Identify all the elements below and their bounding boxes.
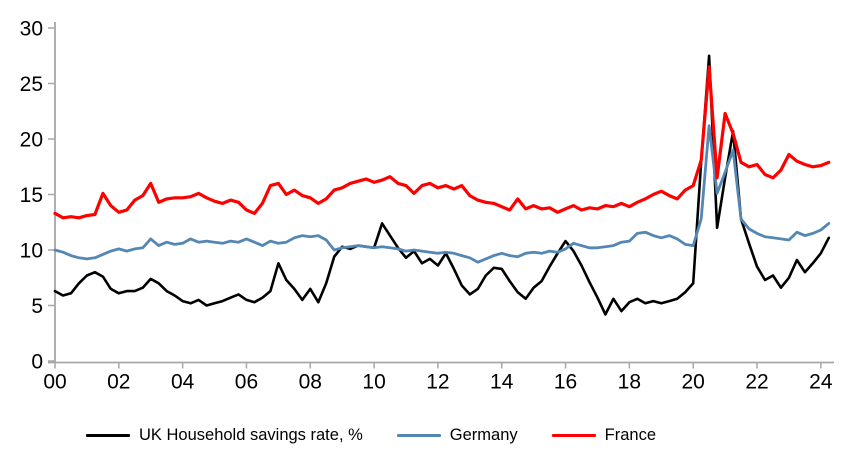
x-tick-label: 20: [682, 371, 705, 394]
x-tick-label: 24: [809, 371, 833, 394]
x-tick-label: 02: [107, 371, 130, 394]
y-tick-label: 5: [31, 295, 43, 318]
x-tick-label: 08: [299, 371, 322, 394]
x-tick-label: 14: [490, 371, 514, 394]
uk-series-line: [53, 54, 831, 316]
x-tick-label: 22: [745, 371, 768, 394]
chart-legend: UK Household savings rate, % Germany Fra…: [0, 426, 742, 445]
legend-label-germany: Germany: [449, 426, 518, 444]
legend-label-france: France: [604, 426, 656, 444]
y-tick-label: 30: [20, 18, 43, 41]
germany-line-swatch: [396, 433, 441, 438]
germany-series-line: [53, 124, 831, 264]
x-tick-label: 00: [43, 371, 66, 394]
x-tick-label: 06: [235, 371, 258, 394]
france-line-swatch: [551, 433, 596, 438]
x-tick-label: 16: [554, 371, 577, 394]
legend-item-france: France: [551, 426, 656, 445]
y-tick-label: 25: [20, 73, 43, 96]
y-tick-label: 0: [31, 351, 43, 374]
x-tick-label: 04: [171, 371, 195, 394]
y-tick-label: 20: [20, 129, 43, 152]
legend-label-uk: UK Household savings rate, %: [139, 426, 363, 444]
legend-item-uk: UK Household savings rate, %: [86, 426, 363, 445]
x-tick-label: 10: [362, 371, 385, 394]
x-tick-label: 12: [426, 371, 449, 394]
legend-item-germany: Germany: [396, 426, 518, 445]
uk-line-swatch: [86, 433, 130, 438]
x-tick-label: 18: [618, 371, 641, 394]
y-tick-label: 10: [20, 240, 43, 263]
y-tick-label: 15: [20, 184, 43, 207]
france-series-line: [53, 65, 831, 220]
